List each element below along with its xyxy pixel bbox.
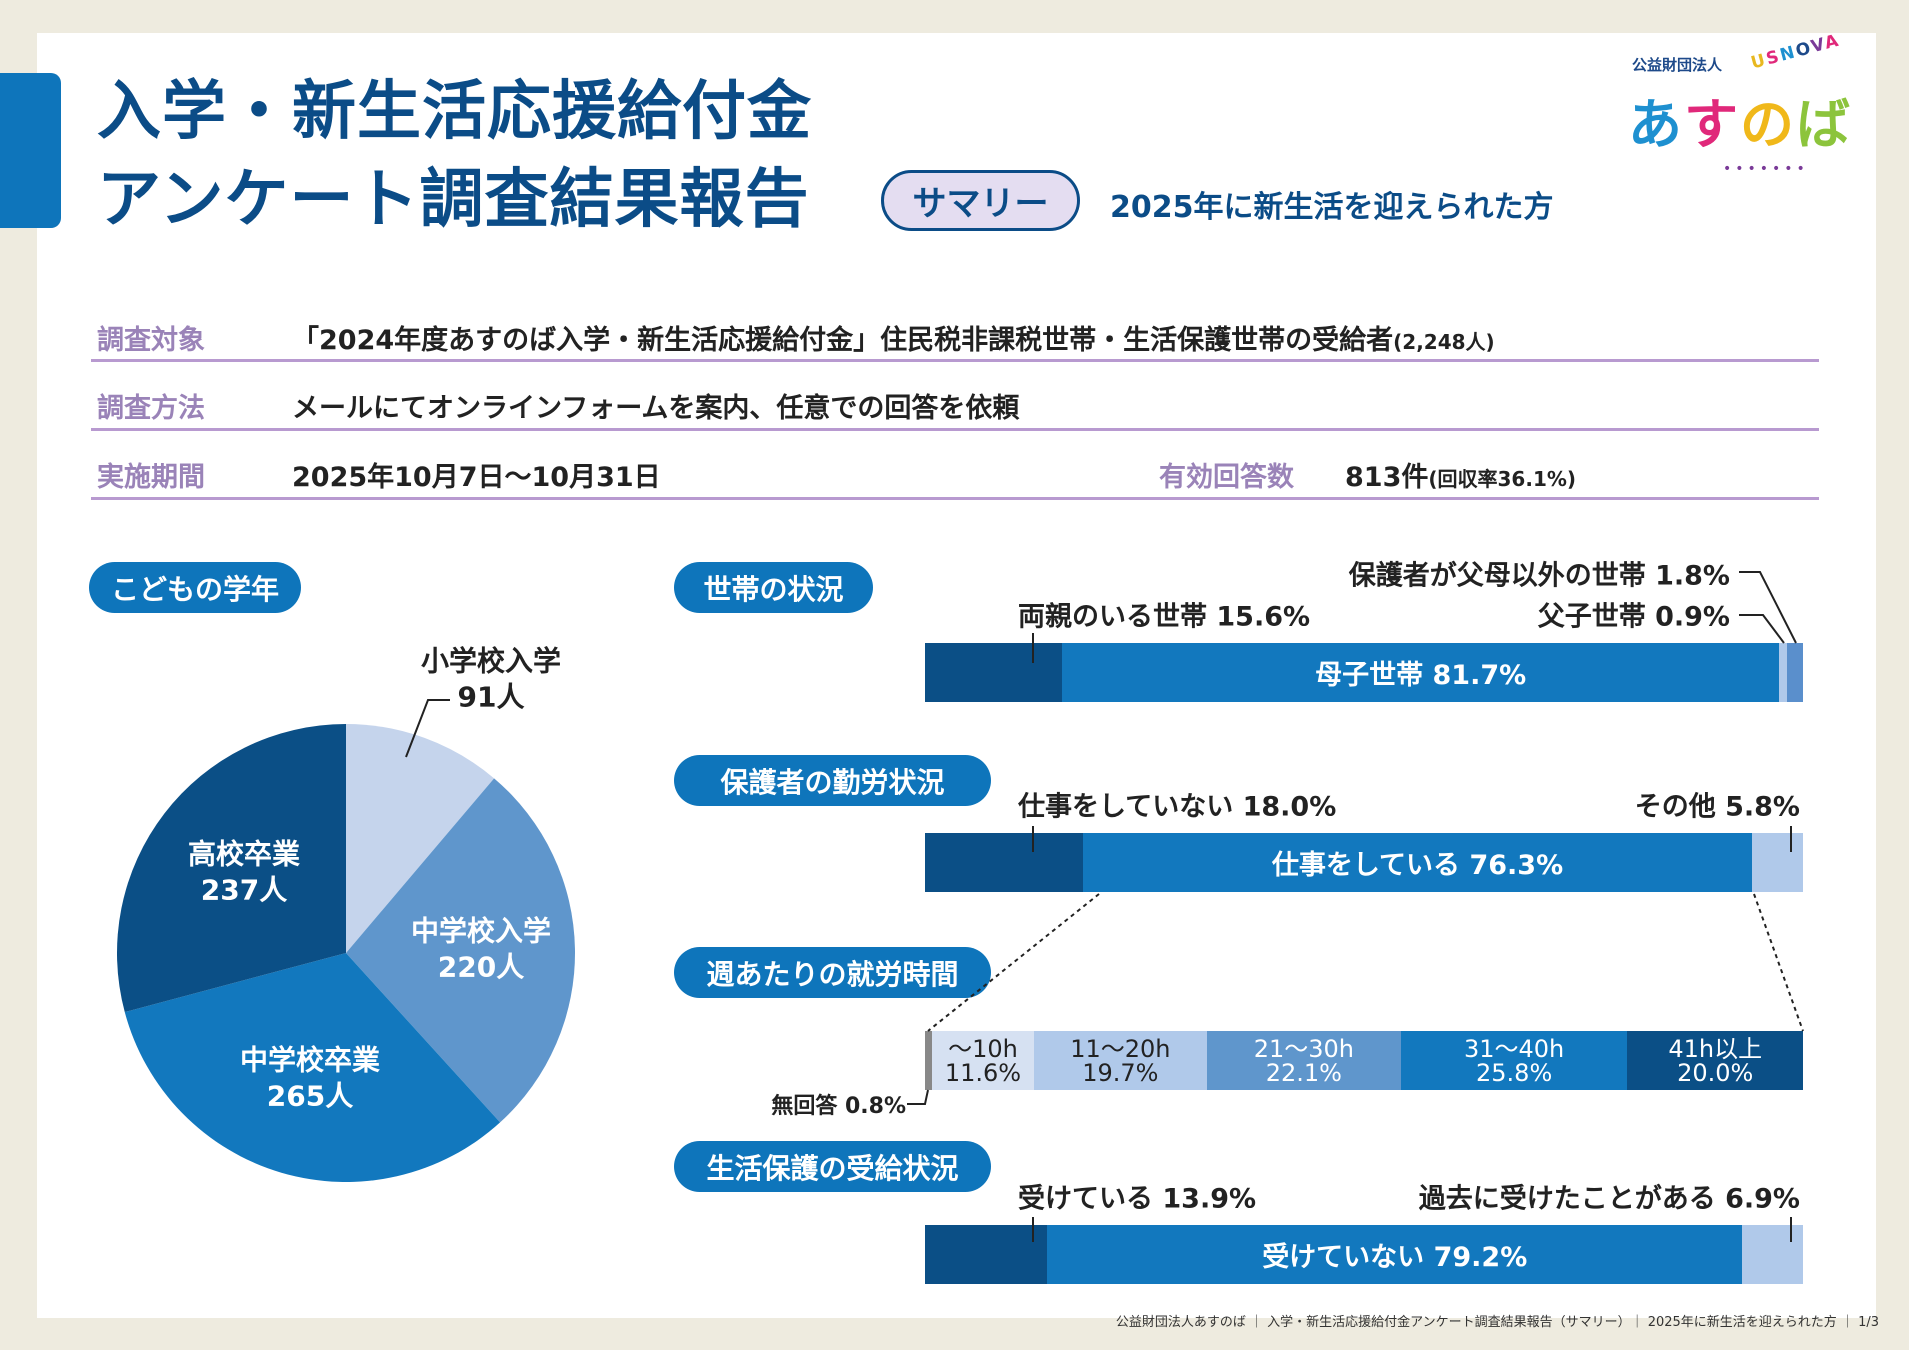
target-value: 「2024年度あすのば入学・新生活応援給付金」住民税非課税世帯・生活保護世帯の受…: [292, 318, 1495, 357]
responses-value: 813件(回収率36.1%): [1345, 455, 1576, 494]
pie-category: 中学校入学: [410, 914, 552, 948]
response-rate: (回収率36.1%): [1428, 467, 1577, 491]
segment-category: 31〜40h: [1463, 1034, 1565, 1063]
bar-segment: [1779, 643, 1788, 702]
dotted-connector: [927, 893, 1100, 1032]
hours-bar: 〜10h 11.6% 11〜20h 19.7% 21〜30h 22.1% 31〜40h 25.…: [925, 1031, 1803, 1090]
bar-segment: [925, 643, 1062, 702]
pie-value: 237人: [200, 874, 288, 907]
leader-line: [1739, 571, 1797, 644]
divider: [91, 497, 1819, 500]
leader-line: [907, 1089, 929, 1105]
period-value: 2025年10月7日〜10月31日: [292, 462, 661, 493]
bar-segment: [1787, 643, 1803, 702]
pie-label-high-grad: 高校卒業 237人: [188, 837, 300, 910]
bar-segment: [1752, 833, 1803, 892]
bar-segment: 41h以上 20.0%: [1627, 1031, 1803, 1090]
target-text: 「2024年度あすのば入学・新生活応援給付金」住民税非課税世帯・生活保護世帯の受…: [292, 325, 1394, 356]
bar-segment: 仕事をしている 76.3%: [1082, 833, 1753, 892]
segment-category: 11〜20h: [1070, 1034, 1171, 1063]
label-work-other: その他 5.8%: [1634, 791, 1800, 823]
pie-category: 中学校卒業: [239, 1043, 381, 1077]
bar-segment: [925, 1031, 933, 1090]
page-subtitle: 2025年に新生活を迎えられた方: [1110, 190, 1554, 225]
label-receiving: 受けている 13.9%: [1018, 1183, 1257, 1215]
pie-slice-1: [346, 778, 576, 1123]
pie-category: 小学校入学: [420, 644, 562, 678]
method-label: 調査方法: [97, 393, 205, 424]
section-work: 保護者の勤労状況: [674, 755, 991, 806]
responses-label: 有効回答数: [1159, 462, 1294, 493]
bar-segment: 受けていない 79.2%: [1047, 1225, 1743, 1284]
label-father: 父子世帯 0.9%: [1537, 601, 1730, 633]
pie-label-junior-entry: 中学校入学 220人: [411, 914, 551, 987]
logo-dots-icon: •••••••: [1723, 161, 1809, 177]
logo-name: あすのば: [1628, 93, 1852, 156]
leader-line: [405, 699, 450, 758]
bar-segment: [925, 833, 1083, 892]
target-count: (2,248人): [1393, 330, 1495, 354]
segment-value: 25.8%: [1476, 1058, 1553, 1087]
page-title-line2: アンケート調査結果報告: [97, 163, 810, 237]
bar-segment: 母子世帯 81.7%: [1061, 643, 1780, 702]
method-value: メールにてオンラインフォームを案内、任意での回答を依頼: [292, 393, 1020, 424]
label-no-answer: 無回答 0.8%: [771, 1094, 906, 1119]
label-not-working: 仕事をしていない 18.0%: [1018, 791, 1337, 823]
welfare-bar: 受けていない 79.2%: [925, 1225, 1803, 1284]
pie-value: 91人: [457, 681, 525, 714]
segment-value: 22.1%: [1265, 1058, 1342, 1087]
label-past-received: 過去に受けたことがある 6.9%: [1418, 1183, 1800, 1215]
household-bar: 母子世帯 81.7%: [925, 643, 1803, 702]
bar-segment: [925, 1225, 1048, 1284]
section-household: 世帯の状況: [674, 562, 873, 613]
bar-segment: 21〜30h 22.1%: [1206, 1031, 1401, 1090]
bar-segment: 〜10h 11.6%: [932, 1031, 1034, 1090]
section-grade: こどもの学年: [89, 562, 301, 613]
section-hours: 週あたりの就労時間: [674, 947, 991, 998]
bar-segment: 11〜20h 19.7%: [1033, 1031, 1207, 1090]
segment-value: 20.0%: [1677, 1058, 1754, 1087]
segment-label: 仕事をしている 76.3%: [1271, 850, 1564, 881]
period-label: 実施期間: [97, 462, 205, 493]
bar-segment: [1742, 1225, 1803, 1284]
pie-label-elementary-entry: 小学校入学 91人: [421, 644, 561, 717]
segment-label: 受けていない 79.2%: [1262, 1242, 1528, 1273]
summary-badge: サマリー: [881, 170, 1080, 231]
dotted-connector: [1753, 893, 1804, 1032]
label-two-parent: 両親のいる世帯 15.6%: [1018, 601, 1311, 633]
target-label: 調査対象: [97, 325, 205, 356]
bar-segment: 31〜40h 25.8%: [1400, 1031, 1628, 1090]
segment-label: 母子世帯 81.7%: [1315, 660, 1527, 691]
responses-count: 813件: [1345, 462, 1429, 493]
section-welfare: 生活保護の受給状況: [674, 1141, 991, 1192]
segment-value: 19.7%: [1082, 1058, 1159, 1087]
accent-tab: [0, 73, 61, 228]
pie-slice-2: [124, 953, 501, 1183]
divider: [91, 359, 1819, 362]
pie-value: 220人: [437, 951, 525, 984]
work-bar: 仕事をしている 76.3%: [925, 833, 1803, 892]
pie-slice-0: [346, 724, 495, 953]
logo-org-type: 公益財団法人: [1632, 56, 1723, 74]
label-other-guardian: 保護者が父母以外の世帯 1.8%: [1348, 560, 1730, 592]
page-title-line1: 入学・新生活応援給付金: [97, 75, 812, 149]
segment-category: 〜10h: [948, 1034, 1018, 1063]
divider: [91, 428, 1819, 431]
footer: 公益財団法人あすのば ｜ 入学・新生活応援給付金アンケート調査結果報告（サマリー…: [1115, 1315, 1879, 1330]
leader-line: [1739, 614, 1785, 644]
pie-slice-3: [117, 724, 346, 1013]
pie-category: 高校卒業: [187, 837, 301, 871]
segment-category: 41h以上: [1668, 1034, 1763, 1063]
segment-value: 11.6%: [944, 1058, 1022, 1087]
segment-category: 21〜30h: [1253, 1034, 1354, 1063]
pie-value: 265人: [266, 1080, 354, 1113]
pie-label-junior-grad: 中学校卒業 265人: [240, 1043, 380, 1116]
